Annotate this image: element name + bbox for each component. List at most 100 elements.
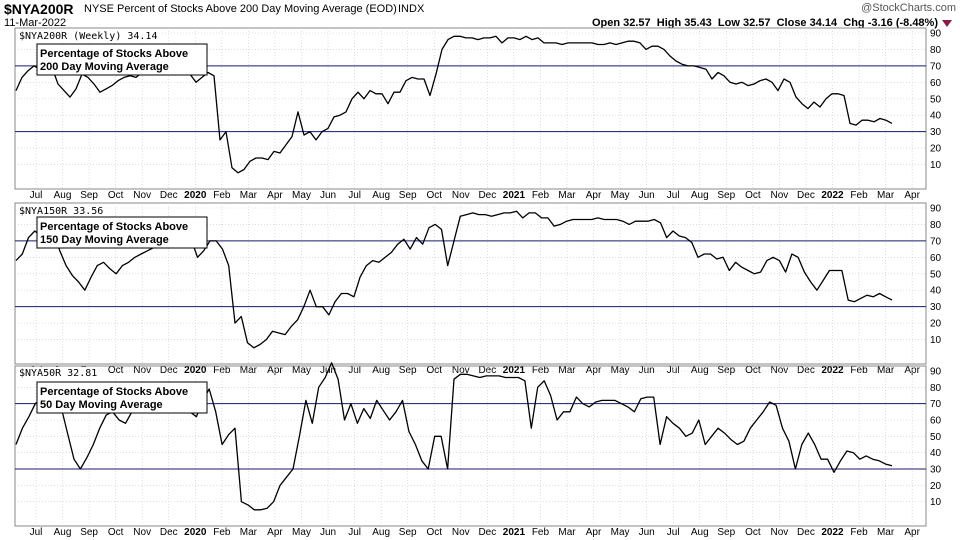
x-tick-label: Sep	[399, 527, 417, 538]
x-tick-label: Aug	[54, 190, 72, 201]
y-tick-label: 30	[930, 302, 942, 313]
x-tick-label: Jun	[320, 527, 336, 538]
annotation-line: Percentage of Stocks Above	[40, 386, 188, 398]
y-tick-label: 20	[930, 144, 942, 155]
x-tick-label: Apr	[267, 190, 283, 201]
x-tick-label: Oct	[108, 190, 124, 201]
x-tick-label: Mar	[558, 527, 576, 538]
x-tick-label: 2022	[821, 365, 844, 376]
y-tick-label: 20	[930, 481, 942, 492]
x-tick-label: Oct	[426, 365, 442, 376]
x-tick-label: Jul	[30, 527, 43, 538]
x-tick-label: Sep	[399, 190, 417, 201]
y-tick-label: 30	[930, 127, 942, 138]
x-tick-label: Jul	[348, 527, 361, 538]
x-tick-label: Oct	[745, 365, 761, 376]
chart-header: $NYA200R NYSE Percent of Stocks Above 20…	[4, 1, 956, 31]
series-label: $NYA200R (Weekly) 34.14	[19, 31, 157, 42]
x-tick-label: Jul	[667, 365, 680, 376]
x-tick-label: Mar	[877, 527, 895, 538]
x-tick-label: Mar	[877, 190, 895, 201]
x-tick-label: Apr	[586, 527, 602, 538]
x-tick-label: Dec	[478, 365, 496, 376]
x-tick-label: 2020	[184, 365, 207, 376]
chart-pane-3: Jul Aug Sep Oct Nov Dec 2020 Feb Mar Apr May Jun Jul…	[14, 362, 942, 538]
x-tick-label: 2022	[821, 190, 844, 201]
y-tick-label: 50	[930, 432, 942, 443]
x-tick-label: 2021	[503, 365, 526, 376]
pane-frame	[14, 27, 927, 190]
x-tick-label: Feb	[532, 190, 550, 201]
x-tick-label: Aug	[372, 190, 390, 201]
x-tick-label: May	[611, 527, 630, 538]
x-tick-label: Sep	[80, 190, 98, 201]
x-tick-label: May	[292, 527, 311, 538]
x-tick-label: Apr	[267, 527, 283, 538]
x-tick-label: Aug	[691, 190, 709, 201]
x-tick-label: 2021	[503, 190, 526, 201]
x-tick-label: Jun	[639, 527, 655, 538]
y-tick-label: 50	[930, 269, 942, 280]
x-tick-label: Dec	[160, 365, 178, 376]
x-tick-label: Jul	[667, 527, 680, 538]
pane-frame	[14, 365, 927, 527]
y-tick-label: 40	[930, 286, 942, 297]
x-tick-label: May	[292, 365, 311, 376]
x-tick-label: Aug	[691, 365, 709, 376]
x-tick-label: Aug	[54, 527, 72, 538]
series-label-bg	[17, 367, 100, 380]
chart-description: NYSE Percent of Stocks Above 200 Day Mov…	[84, 3, 397, 15]
series-label: $NYA50R 32.81	[19, 368, 97, 379]
exchange-label: INDX	[398, 3, 425, 15]
x-tick-label: 2020	[184, 190, 207, 201]
x-tick-label: Oct	[745, 190, 761, 201]
x-tick-label: Apr	[586, 190, 602, 201]
x-tick-label: Dec	[160, 190, 178, 201]
x-tick-label: Feb	[213, 365, 231, 376]
x-tick-label: Jul	[667, 190, 680, 201]
y-tick-label: 60	[930, 78, 942, 89]
y-tick-label: 70	[930, 61, 942, 72]
x-tick-label: Sep	[717, 365, 735, 376]
x-tick-label: Jul	[348, 365, 361, 376]
y-tick-label: 90	[930, 29, 942, 40]
symbol-title: $NYA200R	[4, 1, 74, 17]
x-tick-label: Mar	[877, 365, 895, 376]
x-tick-label: Apr	[904, 527, 920, 538]
x-tick-label: Nov	[771, 527, 789, 538]
annotation-line: Percentage of Stocks Above	[40, 48, 188, 60]
x-tick-label: Nov	[771, 365, 789, 376]
x-tick-label: Dec	[797, 527, 815, 538]
x-tick-label: Jul	[30, 190, 43, 201]
down-arrow-icon	[942, 20, 952, 27]
x-tick-label: Aug	[372, 527, 390, 538]
x-tick-label: Sep	[80, 527, 98, 538]
y-tick-label: 40	[930, 448, 942, 459]
x-tick-label: 2020	[184, 527, 207, 538]
y-tick-label: 40	[930, 111, 942, 122]
x-tick-label: Apr	[904, 190, 920, 201]
x-tick-label: Sep	[717, 190, 735, 201]
series-label-bg	[17, 30, 160, 43]
x-tick-label: Jun	[639, 190, 655, 201]
x-tick-label: Dec	[160, 527, 178, 538]
y-tick-label: 50	[930, 94, 942, 105]
y-tick-label: 60	[930, 253, 942, 264]
x-tick-label: Nov	[771, 190, 789, 201]
series-label-bg	[17, 205, 106, 218]
x-tick-label: Mar	[558, 365, 576, 376]
x-tick-label: May	[611, 190, 630, 201]
x-tick-label: Dec	[478, 190, 496, 201]
x-tick-label: 2021	[503, 527, 526, 538]
y-tick-label: 80	[930, 220, 942, 231]
chart-date: 11-Mar-2022	[4, 17, 67, 29]
x-tick-label: Oct	[108, 527, 124, 538]
annotation-line: 150 Day Moving Average	[40, 234, 169, 246]
x-tick-label: Feb	[850, 365, 868, 376]
y-tick-label: 20	[930, 319, 942, 330]
x-tick-label: Mar	[558, 190, 576, 201]
x-tick-label: Oct	[745, 527, 761, 538]
x-tick-label: Aug	[372, 365, 390, 376]
x-tick-label: Oct	[426, 190, 442, 201]
